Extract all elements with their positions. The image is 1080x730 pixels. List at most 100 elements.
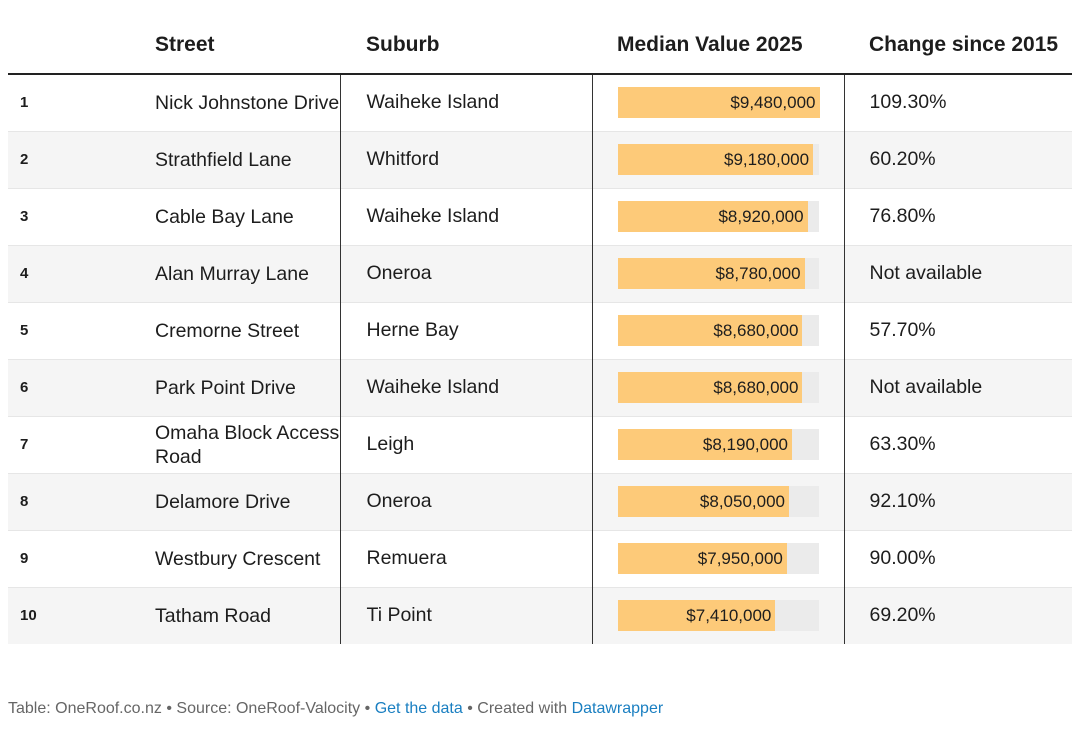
value-cell: $7,410,000 — [591, 586, 844, 644]
street-cell: Cremorne Street — [75, 301, 340, 359]
value-cell: $9,480,000 — [591, 74, 844, 131]
bar — [617, 429, 792, 460]
suburb: Waiheke Island — [339, 74, 592, 131]
street: Park Point Drive — [155, 376, 296, 399]
value-label: $8,680,000 — [713, 321, 799, 340]
column-header: Change since 2015 — [844, 0, 1072, 75]
get-data-link[interactable]: Get the data — [374, 700, 463, 717]
change: 92.10% — [843, 472, 1072, 530]
rank: 2 — [8, 130, 75, 188]
street: Westbury Crescent — [155, 547, 321, 570]
change: 76.80% — [843, 187, 1072, 245]
bar — [617, 201, 808, 232]
bar-track: $8,920,000 — [617, 201, 819, 232]
rank: 6 — [8, 358, 75, 416]
change: 109.30% — [843, 74, 1072, 131]
suburb: Oneroa — [339, 244, 592, 302]
value-label: $8,780,000 — [715, 264, 801, 283]
value-label: $7,410,000 — [686, 606, 772, 626]
rank: 5 — [8, 301, 75, 359]
street: Strathfield Lane — [155, 148, 292, 171]
suburb: Whitford — [339, 130, 592, 188]
value-label: $8,190,000 — [702, 435, 788, 454]
suburb: Waiheke Island — [339, 358, 592, 416]
table-row: 6 Park Point Drive Waiheke Island $8,680,00… — [8, 358, 1072, 416]
street-cell: Delamore Drive — [75, 472, 340, 530]
suburb: Herne Bay — [339, 301, 592, 359]
change: 63.30% — [843, 415, 1072, 473]
value-cell: $7,950,000 — [591, 529, 844, 587]
bar — [617, 315, 803, 346]
change: Not available — [843, 358, 1072, 416]
bar-track: $7,410,000 — [617, 600, 819, 632]
separator: • — [364, 700, 371, 717]
bar — [617, 486, 790, 517]
rank: 7 — [8, 415, 75, 473]
bar-track: $9,480,000 — [617, 87, 820, 119]
table-row: 4 Alan Murray Lane Oneroa $8,780,000 Not ava… — [8, 244, 1072, 302]
header-row: Street Suburb Median Value 2025 Change sinc… — [8, 0, 1072, 75]
footer-source: Source: OneRoof-Valocity — [176, 700, 361, 717]
suburb: Waiheke Island — [339, 187, 592, 245]
value-label: $8,920,000 — [718, 207, 804, 226]
rank: 3 — [8, 187, 75, 245]
column-header — [8, 0, 75, 75]
value-cell: $8,050,000 — [591, 472, 844, 530]
bar — [617, 144, 814, 175]
table-body: 1 Nick Johnstone Drive Waiheke Island $9,48… — [8, 74, 1072, 644]
street: Cable Bay Lane — [155, 205, 294, 228]
footer-credit: Table: OneRoof.co.nz — [8, 700, 162, 717]
table-row: 1 Nick Johnstone Drive Waiheke Island $9,48… — [8, 74, 1072, 131]
change: 90.00% — [843, 529, 1072, 587]
value-label: $8,680,000 — [713, 378, 799, 397]
bar — [617, 372, 803, 403]
table-row: 2 Strathfield Lane Whitford $9,180,000 60.20… — [8, 130, 1072, 188]
suburb: Oneroa — [339, 472, 592, 530]
change: Not available — [843, 244, 1072, 302]
bar — [617, 258, 805, 289]
bar-track: $8,050,000 — [617, 486, 819, 517]
value-label: $9,180,000 — [724, 150, 810, 169]
footer: Table: OneRoof.co.nz • Source: OneRoof-V… — [8, 700, 663, 718]
street: Tatham Road — [155, 604, 271, 627]
street-cell: Omaha Block Access Road — [75, 415, 340, 473]
rank: 9 — [8, 529, 75, 587]
street-cell: Alan Murray Lane — [75, 244, 340, 302]
suburb: Leigh — [339, 415, 592, 473]
value-cell: $8,920,000 — [591, 187, 844, 245]
bar-track: $8,680,000 — [617, 315, 819, 346]
value-cell: $9,180,000 — [591, 130, 844, 188]
table-row: 3 Cable Bay Lane Waiheke Island $8,920,000 7… — [8, 187, 1072, 245]
table-row: 10 Tatham Road Ti Point $7,410,000 69.20% — [8, 586, 1072, 644]
street-cell: Park Point Drive — [75, 358, 340, 416]
suburb: Ti Point — [339, 586, 592, 644]
street-cell: Tatham Road — [75, 586, 340, 644]
value-cell: $8,780,000 — [591, 244, 844, 302]
value-cell: $8,680,000 — [591, 301, 844, 359]
value-cell: $8,680,000 — [591, 358, 844, 416]
rank: 8 — [8, 472, 75, 530]
bar-track: $8,780,000 — [617, 258, 819, 289]
separator: • — [467, 700, 473, 717]
change: 69.20% — [843, 586, 1072, 644]
table-row: 9 Westbury Crescent Remuera $7,950,000 90.00… — [8, 529, 1072, 587]
bar-track: $7,950,000 — [617, 543, 819, 574]
separator: • — [166, 700, 172, 717]
street-cell: Strathfield Lane — [75, 130, 340, 188]
column-header: Street — [75, 0, 340, 75]
table-row: 5 Cremorne Street Herne Bay $8,680,000 57.70… — [8, 301, 1072, 359]
datawrapper-link[interactable]: Datawrapper — [571, 700, 664, 717]
change: 60.20% — [843, 130, 1072, 188]
rank: 1 — [20, 94, 29, 112]
street: Nick Johnstone Drive — [155, 91, 340, 114]
value-label: $8,050,000 — [699, 492, 786, 511]
footer-created: Created with — [477, 700, 568, 717]
street-cell: Nick Johnstone Drive — [75, 74, 340, 131]
column-header: Median Value 2025 — [592, 0, 844, 75]
street: Cremorne Street — [155, 319, 300, 342]
value-cell: $8,190,000 — [591, 415, 844, 473]
column-header: Suburb — [340, 0, 592, 75]
street: Alan Murray Lane — [155, 262, 309, 285]
value-label: $9,480,000 — [730, 93, 816, 113]
